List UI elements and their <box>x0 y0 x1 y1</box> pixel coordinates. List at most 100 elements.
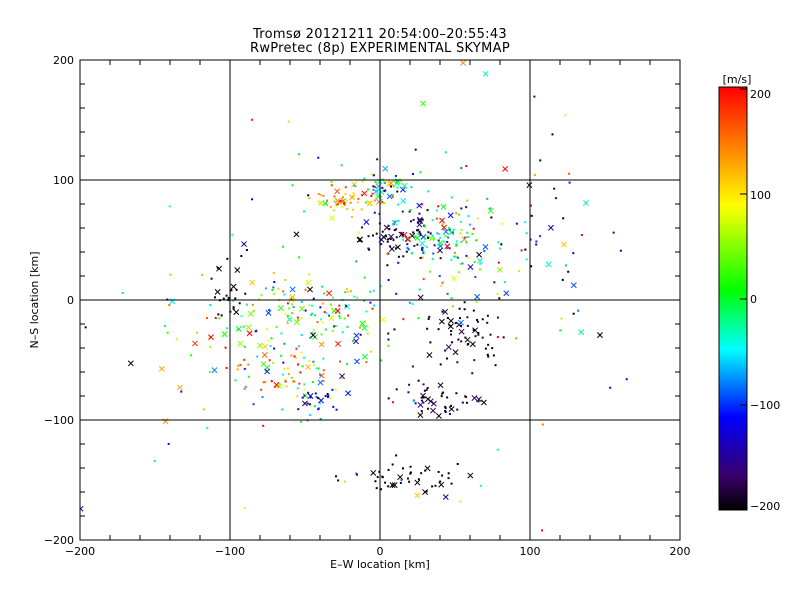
scatter-point-dot <box>477 333 480 336</box>
scatter-point-dot <box>422 278 425 281</box>
scatter-point-dot <box>319 373 322 376</box>
scatter-point-dot <box>564 114 567 117</box>
scatter-point-dot <box>422 250 425 253</box>
scatter-point-dot <box>465 401 468 404</box>
scatter-point-x <box>286 316 293 323</box>
scatter-point-dot <box>300 317 303 320</box>
scatter-point-dot <box>438 275 441 278</box>
scatter-point-x <box>440 203 447 210</box>
scatter-point-dot <box>402 318 405 321</box>
scatter-point-dot <box>353 184 356 187</box>
scatter-point-dot <box>308 273 311 276</box>
scatter-point-dot <box>356 201 359 204</box>
scatter-point-dot <box>180 390 183 393</box>
scatter-point-dot <box>296 316 299 319</box>
scatter-point-dot <box>417 317 420 320</box>
scatter-point-dot <box>436 232 439 235</box>
scatter-point-dot <box>529 238 532 241</box>
scatter-point-dot <box>486 314 489 317</box>
scatter-point-dot <box>291 303 294 306</box>
scatter-point-dot <box>283 367 286 370</box>
scatter-point-x <box>353 338 359 345</box>
y-tick-label: 0 <box>67 294 74 307</box>
scatter-point-dot <box>449 228 452 231</box>
scatter-point-dot <box>280 332 283 335</box>
scatter-point-x <box>475 396 482 403</box>
scatter-point-dot <box>309 396 312 399</box>
scatter-point-dot <box>409 472 412 475</box>
scatter-point-x <box>230 283 237 290</box>
scatter-point-dot <box>243 358 246 361</box>
scatter-point-dot <box>332 209 335 212</box>
scatter-point-dot <box>320 333 323 336</box>
scatter-point-dot <box>414 402 417 405</box>
scatter-point-dot <box>363 177 366 180</box>
scatter-point-dot <box>226 257 229 260</box>
scatter-point-dot <box>361 180 364 183</box>
scatter-point-dot <box>314 392 317 395</box>
scatter-point-dot <box>84 326 87 329</box>
scatter-point-dot <box>343 202 346 205</box>
scatter-point-x <box>335 340 341 347</box>
scatter-point-dot <box>373 199 376 202</box>
scatter-point-dot <box>475 239 478 242</box>
scatter-point-dot <box>530 265 533 268</box>
scatter-point-dot <box>320 318 323 321</box>
scatter-point-dot <box>168 304 171 307</box>
scatter-point-x <box>425 396 431 403</box>
scatter-point-x <box>477 257 483 264</box>
scatter-point-dot <box>322 357 325 360</box>
scatter-point-dot <box>270 337 273 340</box>
scatter-point-dot <box>386 264 389 267</box>
scatter-point-dot <box>347 314 350 317</box>
scatter-point-dot <box>397 219 400 222</box>
scatter-point-dot <box>208 335 211 338</box>
scatter-point-dot <box>426 235 429 238</box>
scatter-point-dot <box>466 236 469 239</box>
scatter-point-dot <box>380 359 383 362</box>
scatter-point-dot <box>206 426 209 429</box>
scatter-point-dot <box>269 344 272 347</box>
scatter-point-dot <box>363 299 366 302</box>
scatter-point-dot <box>525 232 528 235</box>
scatter-point-dot <box>311 304 314 307</box>
scatter-point-dot <box>292 306 295 309</box>
scatter-point-dot <box>339 200 342 203</box>
scatter-point-dot <box>346 325 349 328</box>
scatter-point-x <box>249 279 256 286</box>
scatter-point-dot <box>264 287 267 290</box>
scatter-point-dot <box>308 403 311 406</box>
scatter-point-dot <box>230 289 233 292</box>
scatter-point-dot <box>409 471 412 474</box>
scatter-point-dot <box>489 207 492 210</box>
scatter-point-x <box>301 400 308 407</box>
x-tick-label: −200 <box>65 545 95 558</box>
scatter-point-dot <box>401 233 404 236</box>
scatter-point-dot <box>313 405 316 408</box>
scatter-point-dot <box>232 307 235 310</box>
scatter-point-x <box>388 180 395 187</box>
scatter-point-x <box>435 412 442 419</box>
scatter-point-dot <box>356 296 359 299</box>
scatter-point-dot <box>455 212 458 215</box>
scatter-point-x <box>264 368 271 375</box>
scatter-point-dot <box>406 477 409 480</box>
scatter-point-dot <box>484 347 487 350</box>
scatter-point-dot <box>397 182 400 185</box>
scatter-point-dot <box>418 212 421 215</box>
scatter-point-dot <box>300 351 303 354</box>
scatter-point-dot <box>272 271 275 274</box>
scatter-point-dot <box>402 255 405 258</box>
scatter-point-dot <box>455 244 458 247</box>
scatter-point-dot <box>437 239 440 242</box>
colorbar-tick-label: 200 <box>750 88 771 101</box>
scatter-point-dot <box>414 148 417 151</box>
scatter-point-dot <box>384 481 387 484</box>
colorbar-tick-label: −200 <box>750 500 780 513</box>
scatter-point-dot <box>456 408 459 411</box>
scatter-point-dot <box>371 307 374 310</box>
scatter-point-dot <box>427 190 430 193</box>
scatter-point-dot <box>324 328 327 331</box>
scatter-point-dot <box>293 355 296 358</box>
